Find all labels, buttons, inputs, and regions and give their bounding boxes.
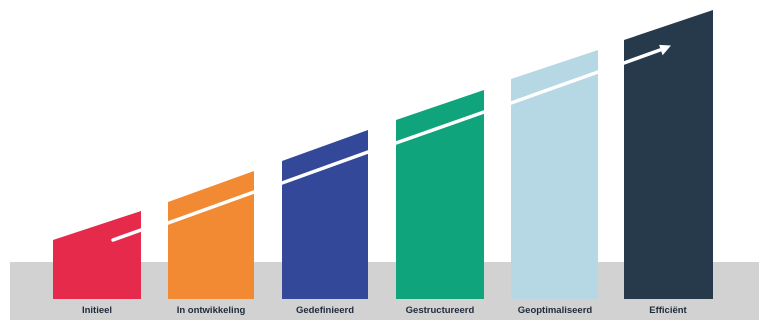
stage-label-geoptimaliseerd: Geoptimaliseerd bbox=[518, 305, 593, 316]
stage-bar-geoptimaliseerd bbox=[511, 50, 598, 299]
growth-arrow-line bbox=[111, 48, 662, 242]
stage-bar-gestructureerd bbox=[396, 90, 484, 299]
stage-bar-efficient bbox=[624, 10, 713, 299]
stage-bar-initieel bbox=[53, 211, 141, 299]
stage-label-initieel: Initieel bbox=[82, 305, 112, 316]
stage-bar-in-ontwikkeling bbox=[168, 171, 254, 299]
stage-bar-gedefinieerd bbox=[282, 130, 368, 299]
stage-label-efficient: Efficiënt bbox=[649, 305, 687, 316]
arrow-head-icon bbox=[659, 44, 671, 56]
stage-label-in-ontwikkeling: In ontwikkeling bbox=[177, 305, 246, 316]
stage-label-gedefinieerd: Gedefinieerd bbox=[296, 305, 354, 316]
stage-label-gestructureerd: Gestructureerd bbox=[406, 305, 475, 316]
